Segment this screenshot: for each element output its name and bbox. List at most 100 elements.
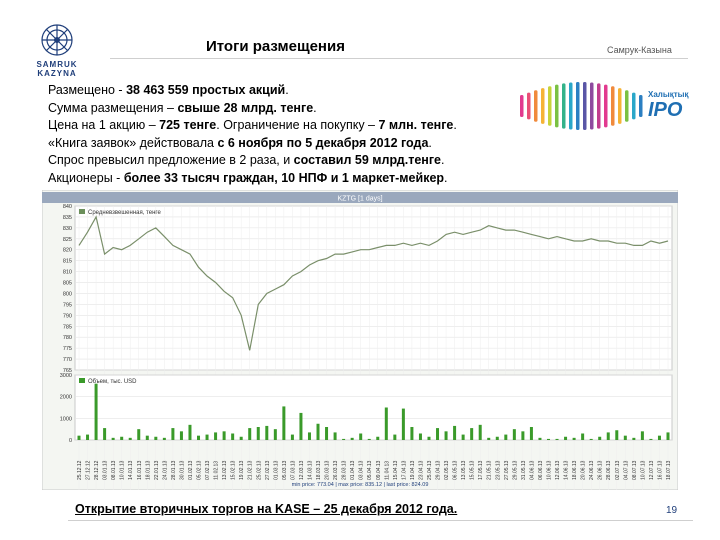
summary-line: Акционеры - более 33 тысяч граждан, 10 Н… — [48, 170, 457, 188]
summary-segment: . — [428, 135, 432, 150]
summary-segment: Спрос превысил предложение в 2 раза, и — [48, 153, 294, 168]
date-tick-label: 15.04.13 — [393, 460, 399, 480]
volume-bar — [359, 433, 363, 440]
header-divider — [110, 58, 688, 59]
ipo-color-bar — [583, 82, 587, 130]
summary-line: Цена на 1 акцию – 725 тенге. Ограничение… — [48, 117, 457, 135]
date-tick-label: 18.07.13 — [666, 460, 672, 480]
volume-bar — [325, 427, 329, 440]
date-tick-label: 03.01.13 — [103, 460, 109, 480]
date-tick-label: 15.05.13 — [470, 460, 476, 480]
date-tick-label: 31.05.13 — [521, 460, 527, 480]
date-tick-label: 14.01.13 — [128, 460, 134, 480]
volume-bar — [256, 427, 260, 440]
volume-tick-label: 3000 — [60, 373, 72, 379]
people-ipo-logo: Халықтық IPO — [516, 68, 700, 144]
volume-bar — [572, 437, 576, 440]
price-tick-label: 800 — [63, 291, 72, 297]
price-tick-label: 780 — [63, 335, 72, 341]
date-tick-label: 17.04.13 — [401, 460, 407, 480]
date-tick-label: 04.07.13 — [623, 460, 629, 480]
volume-bar — [666, 432, 670, 440]
date-tick-label: 23.04.13 — [418, 460, 424, 480]
date-tick-label: 18.01.13 — [145, 460, 151, 480]
volume-bar — [546, 438, 550, 440]
date-tick-label: 04.06.13 — [529, 460, 535, 480]
date-tick-label: 12.07.13 — [649, 460, 655, 480]
date-tick-label: 28.01.13 — [171, 460, 177, 480]
date-tick-label: 21.05.13 — [487, 460, 493, 480]
volume-bar — [222, 431, 226, 440]
date-tick-label: 20.03.13 — [325, 460, 331, 480]
date-tick-label: 30.01.13 — [179, 460, 185, 480]
date-tick-label: 11.04.13 — [384, 461, 390, 480]
footer-divider — [68, 520, 693, 521]
volume-bar — [623, 435, 627, 440]
volume-bar — [77, 435, 81, 440]
date-tick-label: 21.02.13 — [248, 460, 254, 480]
volume-bar — [521, 431, 525, 440]
price-tick-label: 825 — [63, 237, 72, 243]
volume-bar — [239, 436, 243, 440]
volume-bar — [401, 408, 405, 440]
ipo-color-bar — [527, 92, 531, 120]
volume-bar — [145, 435, 149, 440]
date-tick-label: 28.06.13 — [606, 460, 612, 480]
date-tick-label: 13.05.13 — [461, 460, 467, 480]
volume-bar — [205, 434, 209, 440]
date-tick-label: 03.04.13 — [359, 460, 365, 480]
volume-bar — [128, 437, 132, 440]
volume-bar — [137, 429, 141, 440]
volume-bar — [179, 431, 183, 440]
ipo-label-main: IPO — [648, 99, 683, 121]
summary-segment: . — [444, 170, 448, 185]
volume-legend: Объем, тыс. USD — [88, 379, 137, 385]
volume-bar — [512, 429, 516, 440]
ipo-color-bar — [604, 84, 608, 128]
date-tick-label: 01.04.13 — [350, 460, 356, 480]
volume-bar — [342, 438, 346, 440]
volume-bar — [154, 436, 158, 440]
volume-bar — [162, 437, 166, 440]
summary-line: Размещено - 38 463 559 простых акций. — [48, 82, 457, 100]
volume-bar — [86, 434, 90, 440]
date-tick-label: 12.06.13 — [555, 460, 561, 480]
date-tick-label: 26.03.13 — [333, 460, 339, 480]
samruk-kazyna-logo: SAMRUK KAZYNA — [18, 20, 96, 82]
date-tick-label: 07.03.13 — [290, 460, 296, 480]
price-tick-label: 815 — [63, 259, 72, 265]
summary-segment: Размещено - — [48, 83, 127, 97]
date-tick-label: 29.05.13 — [512, 460, 518, 480]
page-number: 19 — [666, 505, 678, 516]
volume-legend-swatch — [79, 378, 85, 383]
date-tick-label: 05.02.13 — [197, 460, 203, 480]
volume-bar — [376, 436, 380, 440]
ipo-color-bar — [639, 95, 643, 117]
volume-bar — [214, 432, 218, 440]
summary-bold: с 6 ноября по 5 декабря 2012 года — [217, 135, 429, 150]
summary-bold: 38 463 559 простых акций — [126, 83, 286, 97]
ipo-color-bar — [618, 88, 622, 124]
volume-bar — [120, 436, 124, 440]
volume-bar — [478, 424, 482, 440]
volume-bar — [307, 432, 311, 440]
ipo-color-bar — [548, 86, 552, 126]
volume-bar — [316, 423, 320, 440]
date-tick-label: 15.02.13 — [231, 460, 237, 480]
date-tick-label: 24.01.13 — [162, 460, 168, 480]
date-tick-label: 18.06.13 — [572, 460, 578, 480]
date-tick-label: 14.03.13 — [307, 460, 313, 480]
volume-bar — [197, 435, 201, 440]
date-tick-label: 19.04.13 — [410, 460, 416, 480]
chart-svg: KZTG [1 days] 840 835 830 825 820 815 810 805 800… — [41, 189, 679, 495]
date-tick-label: 25.12.12 — [77, 460, 83, 480]
volume-bar — [495, 436, 499, 440]
volume-bar — [615, 430, 619, 440]
summary-segment: . — [440, 153, 445, 168]
price-tick-label: 790 — [63, 313, 72, 319]
date-tick-label: 28.12.12 — [94, 460, 100, 480]
summary-segment: . — [285, 83, 289, 97]
volume-bar — [555, 438, 559, 440]
volume-bar — [504, 434, 508, 440]
date-tick-label: 07.02.13 — [205, 460, 211, 480]
